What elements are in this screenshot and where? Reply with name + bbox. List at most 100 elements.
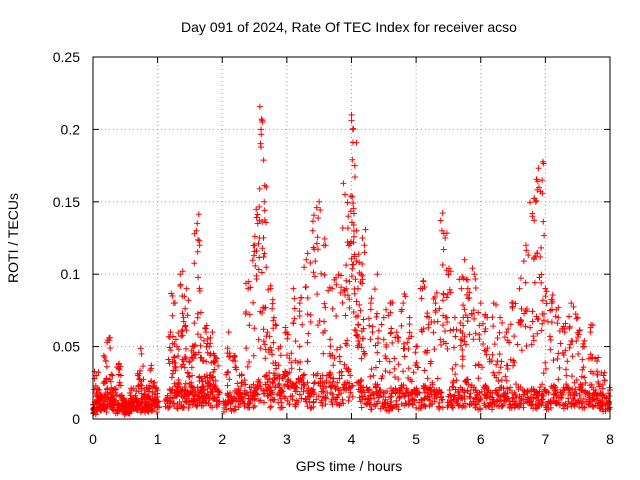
data-point	[536, 388, 543, 395]
data-point	[462, 312, 469, 319]
data-point	[475, 375, 482, 382]
data-point	[384, 388, 391, 395]
data-point	[535, 401, 542, 408]
data-point	[338, 272, 345, 279]
data-point	[210, 377, 217, 384]
data-point	[342, 191, 349, 198]
data-point	[299, 321, 306, 328]
data-point	[199, 398, 206, 405]
data-point	[503, 377, 510, 384]
data-point	[197, 399, 204, 406]
data-point	[281, 393, 288, 400]
data-point	[541, 310, 548, 317]
data-point	[374, 271, 381, 278]
data-point	[316, 198, 323, 205]
data-point	[203, 358, 210, 365]
data-point	[540, 317, 547, 324]
data-point	[572, 311, 579, 318]
data-point	[270, 317, 277, 324]
data-point	[258, 131, 265, 138]
data-point	[91, 375, 98, 382]
data-point	[460, 275, 467, 282]
data-point	[372, 403, 379, 410]
data-point	[259, 117, 266, 124]
data-point	[579, 399, 586, 406]
data-point	[414, 390, 421, 397]
data-point	[205, 393, 212, 400]
data-point	[499, 319, 506, 326]
data-point	[387, 309, 394, 316]
data-point	[344, 239, 351, 246]
data-point	[261, 305, 268, 312]
x-tick-label: 2	[218, 431, 226, 447]
data-point	[382, 352, 389, 359]
data-point	[284, 335, 291, 342]
data-point	[452, 371, 459, 378]
data-point	[260, 326, 267, 333]
data-point	[368, 395, 375, 402]
data-point	[145, 408, 152, 415]
data-point	[373, 314, 380, 321]
data-point	[604, 405, 611, 412]
data-point	[288, 350, 295, 357]
data-point	[333, 274, 339, 281]
data-point	[589, 322, 596, 329]
y-axis-label: ROTI / TECUs	[5, 193, 21, 283]
data-point	[356, 269, 363, 276]
data-point	[307, 259, 314, 266]
data-point	[327, 343, 334, 350]
data-point	[167, 347, 174, 354]
data-point	[496, 351, 503, 358]
data-point	[520, 404, 527, 411]
data-point	[270, 397, 277, 404]
data-point	[265, 376, 272, 383]
data-point	[437, 217, 444, 224]
data-point	[263, 183, 270, 190]
data-point	[348, 255, 355, 262]
data-point	[482, 383, 489, 390]
data-point	[203, 343, 210, 350]
data-point	[235, 385, 242, 392]
data-point	[147, 395, 154, 402]
data-point	[291, 305, 298, 312]
data-point	[270, 314, 277, 321]
data-point	[268, 347, 275, 354]
data-point	[282, 324, 289, 331]
data-point	[438, 341, 445, 348]
data-point	[466, 294, 473, 301]
data-point	[431, 386, 438, 393]
data-point	[196, 288, 203, 295]
data-point	[559, 325, 566, 332]
data-point	[292, 338, 299, 345]
data-point	[464, 276, 471, 283]
data-point	[252, 262, 259, 269]
data-point	[510, 362, 517, 369]
data-point	[255, 336, 262, 343]
data-point	[225, 329, 232, 336]
data-point	[321, 271, 328, 278]
data-point	[367, 336, 374, 343]
data-point	[507, 321, 514, 328]
data-point	[261, 250, 268, 257]
data-point	[111, 401, 118, 408]
data-point	[153, 408, 160, 415]
data-point	[296, 343, 303, 350]
data-point	[242, 390, 249, 397]
data-point	[365, 315, 372, 322]
data-point	[542, 365, 549, 372]
data-point	[405, 374, 412, 381]
data-point	[372, 364, 379, 371]
data-point	[298, 385, 305, 392]
data-point	[313, 240, 320, 247]
data-point	[138, 395, 145, 402]
data-point	[307, 319, 314, 326]
data-point	[552, 384, 559, 391]
data-point	[301, 371, 308, 378]
data-point	[367, 306, 374, 313]
data-point	[482, 382, 489, 389]
data-point	[197, 342, 204, 349]
data-point	[308, 404, 315, 411]
data-point	[425, 396, 432, 403]
data-point	[450, 393, 457, 400]
data-point	[538, 271, 545, 278]
